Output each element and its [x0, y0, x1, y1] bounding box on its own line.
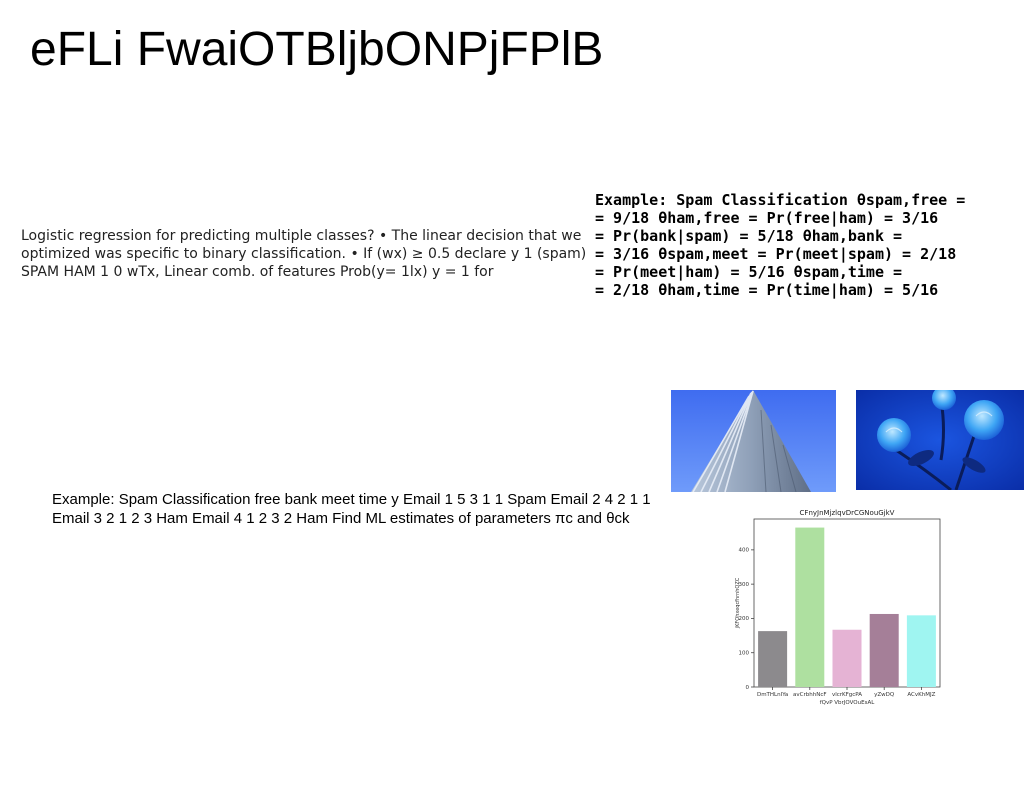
y-tick-label: 300 [739, 582, 750, 588]
building-photo [671, 390, 836, 492]
blue-roses-photo [856, 390, 1024, 490]
y-tick-label: 200 [739, 616, 750, 622]
y-tick-label: 400 [739, 548, 750, 554]
bar-chart: CFnyJnMjzlqvDrCGNouGjkV jKFOhxeqcfhrnhQZ… [730, 503, 950, 708]
slide-title: eFLi FwaiOTBljbONPjFPlB [30, 22, 603, 78]
bar-vlcrKFgcPA [832, 630, 861, 687]
spam-classification-estimates-text: Example: Spam Classification θspam,free … [595, 191, 1024, 299]
x-tick-label: vlcrKFgcPA [832, 692, 862, 698]
bar-ACvKhMJZ [907, 615, 936, 687]
bar-avCrbhhNcF [795, 528, 824, 687]
x-tick-label: avCrbhhNcF [793, 692, 827, 698]
x-tick-label: ACvKhMJZ [907, 692, 935, 698]
chart-title: CFnyJnMjzlqvDrCGNouGjkV [800, 509, 895, 517]
x-tick-label: DmTHLnIYa [757, 692, 788, 698]
y-tick-label: 100 [739, 651, 750, 657]
logistic-regression-text: Logistic regression for predicting multi… [21, 227, 596, 281]
y-tick-label: 0 [746, 685, 750, 691]
chart-xlabel: fQvP VbrJOVOuEsAL [820, 700, 876, 706]
bar-yZwDQ [870, 614, 899, 687]
x-tick-label: yZwDQ [874, 692, 895, 698]
spam-classification-example-text: Example: Spam Classification free bank m… [52, 490, 692, 528]
bar-DmTHLnIYa [758, 631, 787, 687]
